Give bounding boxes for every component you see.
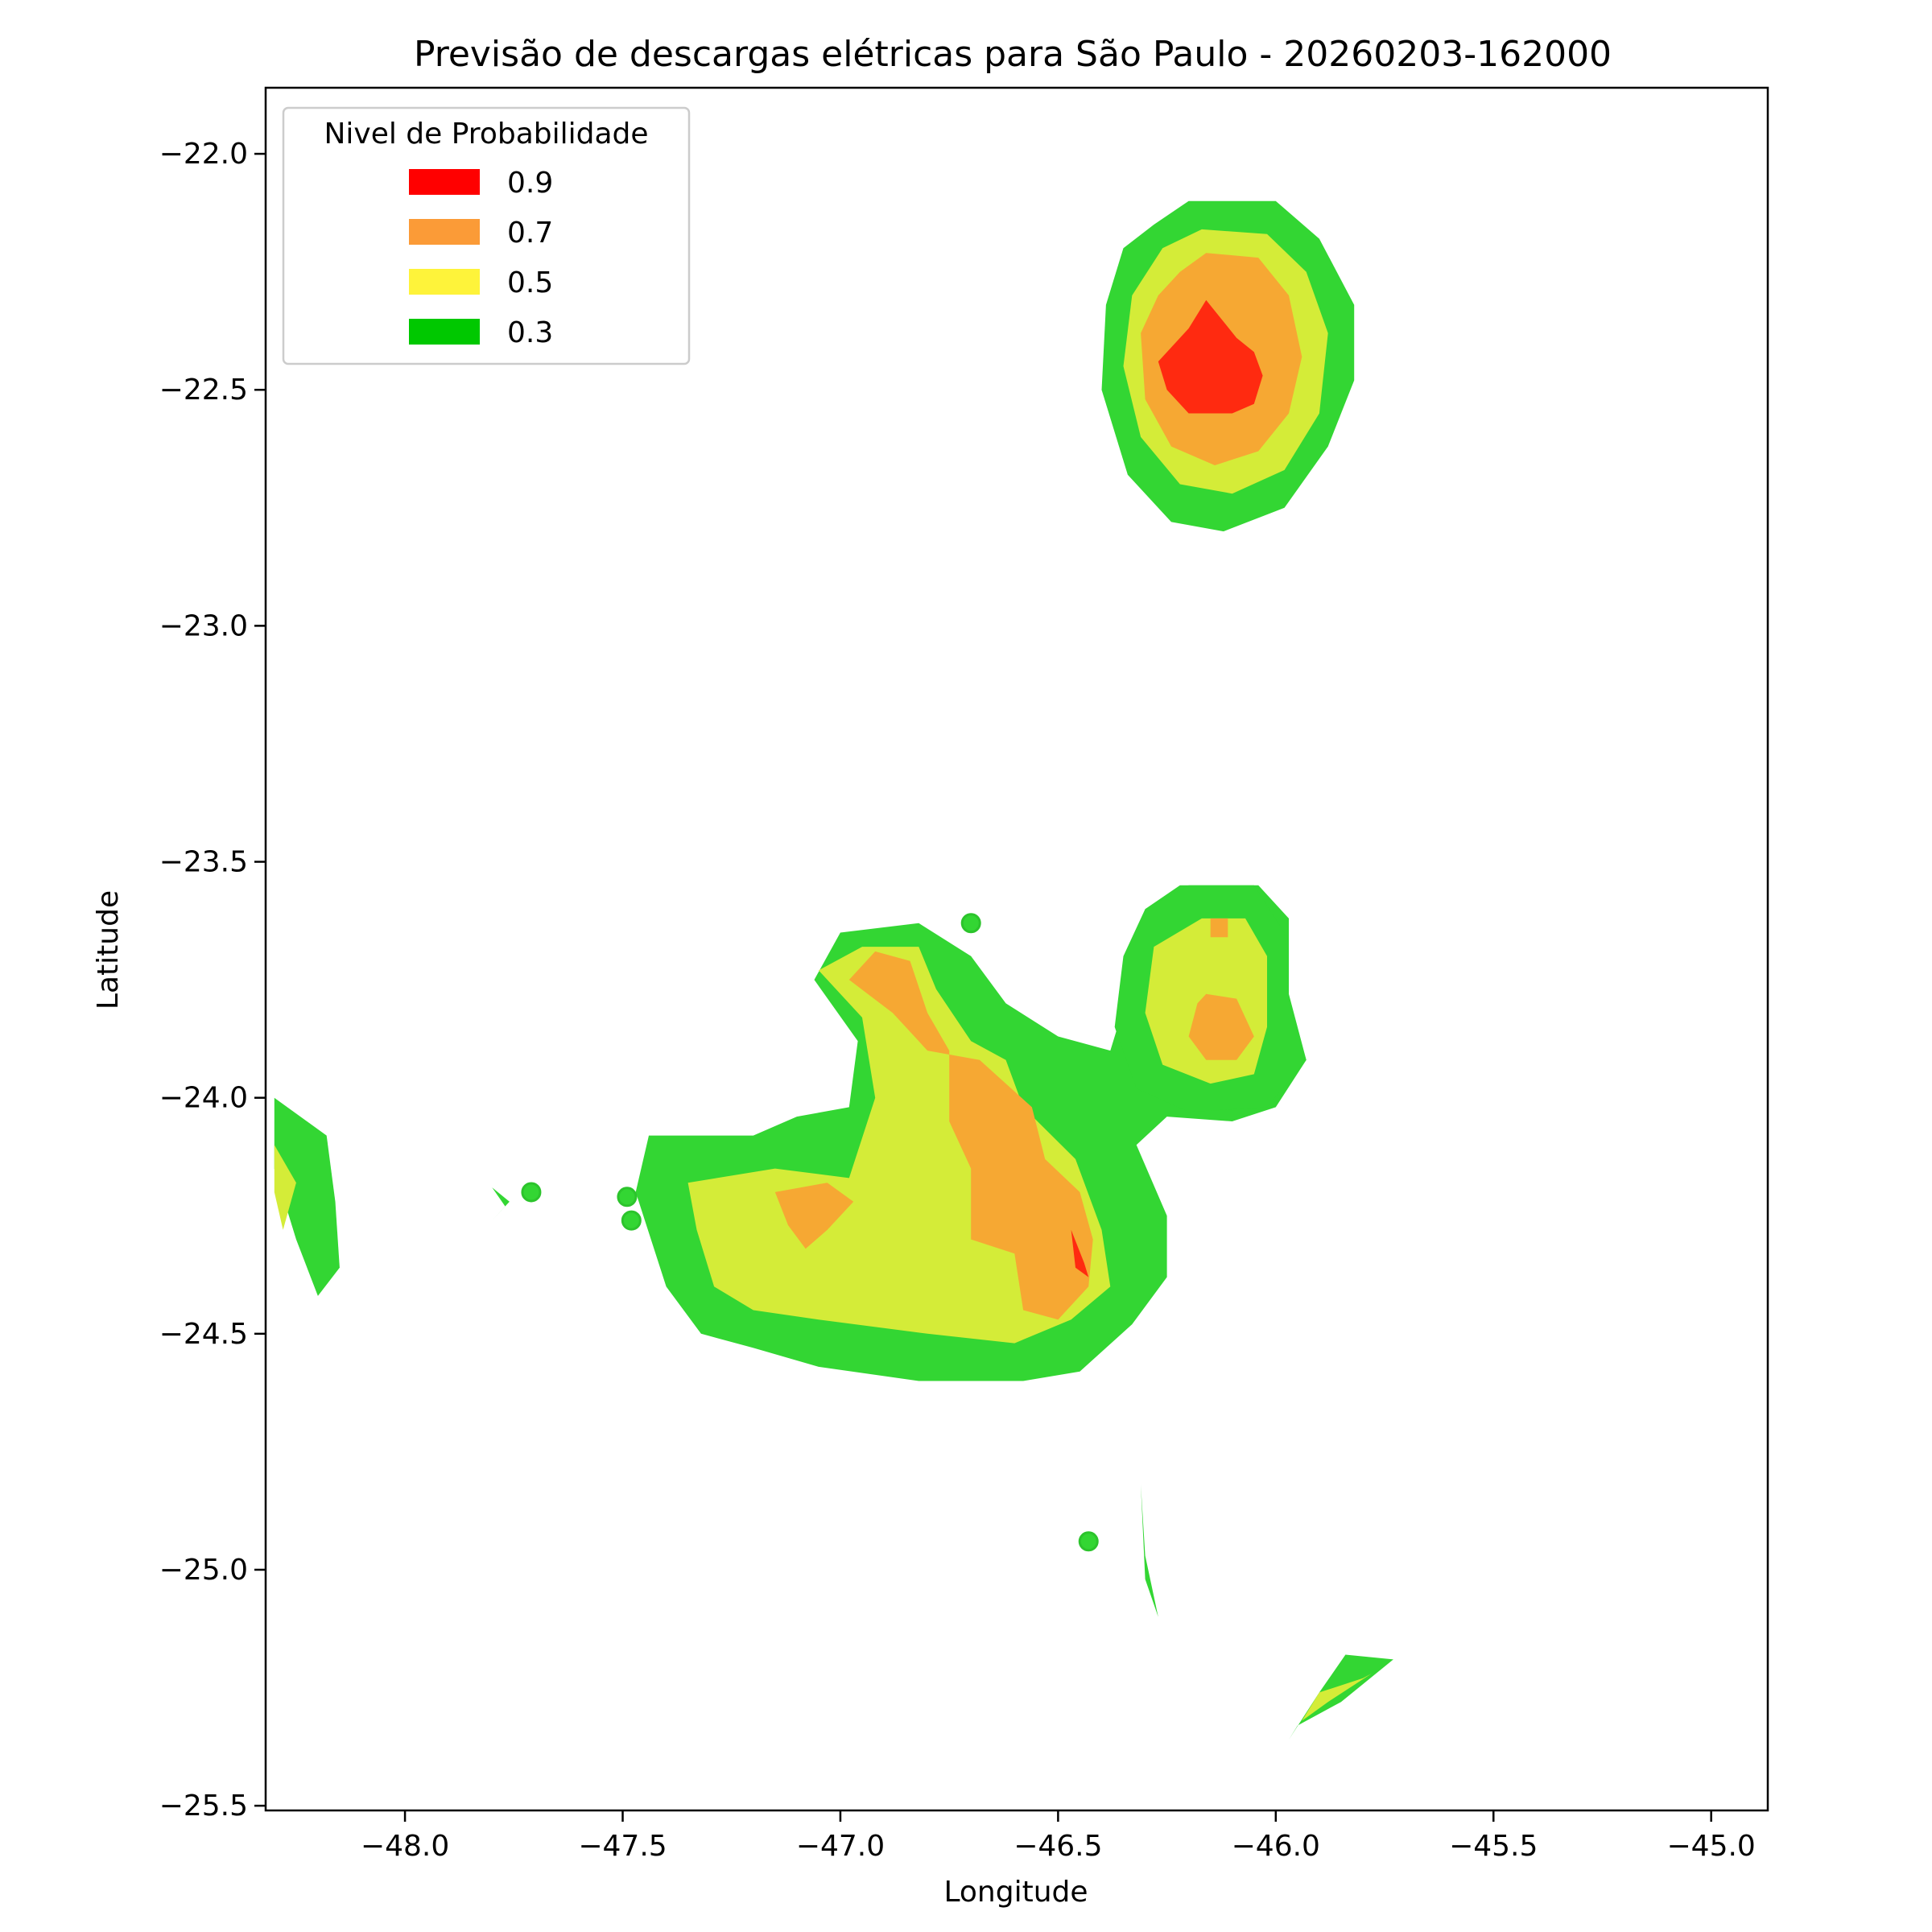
- contour-region-09-8: [1071, 1229, 1089, 1278]
- x-tick-label: −45.0: [1667, 1830, 1756, 1863]
- legend-swatch-03: [409, 319, 480, 345]
- legend-label-07: 0.7: [507, 217, 553, 250]
- y-tick-label: −23.5: [159, 846, 248, 879]
- y-tick-label: −24.0: [159, 1082, 248, 1115]
- y-tick-label: −23.0: [159, 609, 248, 642]
- x-tick-label: −46.5: [1013, 1830, 1102, 1863]
- legend-box: [282, 106, 691, 365]
- legend-label-05: 0.5: [507, 266, 553, 299]
- x-axis-label: Longitude: [943, 1876, 1088, 1909]
- y-tick-label: −22.0: [159, 138, 248, 171]
- y-axis-label: Latitude: [92, 890, 125, 1009]
- contour-region-03-17: [1141, 1484, 1158, 1617]
- x-axis: −48.0 −47.5 −47.0 −46.5 −46.0 −45.5 −45.0: [361, 1810, 1756, 1863]
- legend-swatch-09: [409, 169, 480, 195]
- contour-layer: [274, 200, 1393, 1740]
- legend-label-03: 0.3: [507, 316, 553, 349]
- x-tick-label: −45.5: [1449, 1830, 1538, 1863]
- contour-region-05-14: [274, 1145, 296, 1230]
- legend-swatch-07: [409, 219, 480, 245]
- y-tick-label: −24.5: [159, 1318, 248, 1351]
- legend: Nivel de Probabilidade 0.9 0.7 0.5 0.3: [282, 106, 691, 365]
- legend-label-09: 0.9: [507, 167, 553, 200]
- x-tick-label: −47.5: [578, 1830, 667, 1863]
- contour-region-07-12: [1210, 918, 1228, 938]
- y-tick-label: −25.0: [159, 1554, 248, 1587]
- legend-title: Nivel de Probabilidade: [324, 118, 648, 151]
- y-axis: −22.0 −22.5 −23.0 −23.5 −24.0 −24.5 −25.0 −25.5: [159, 138, 266, 1823]
- y-tick-label: −22.5: [159, 374, 248, 407]
- probability-dot-0: [960, 913, 981, 934]
- contour-region-09-3: [1158, 299, 1263, 414]
- plot-frame: [264, 86, 1769, 1812]
- contour-region-03-13: [274, 1097, 340, 1296]
- contour-region-03-18: [492, 1187, 510, 1221]
- x-tick-label: −46.0: [1232, 1830, 1320, 1863]
- contour-region-07-6: [848, 951, 1093, 1320]
- probability-dot-3: [621, 1210, 642, 1231]
- legend-entries: 0.9 0.7 0.5 0.3: [409, 167, 553, 349]
- contour-region-07-11: [1188, 993, 1254, 1060]
- y-tick-label: −25.5: [159, 1790, 248, 1823]
- x-tick-label: −47.0: [796, 1830, 885, 1863]
- probability-dot-2: [617, 1187, 638, 1208]
- legend-swatch-05: [409, 269, 480, 295]
- chart-title: Previsão de descargas elétricas para São…: [414, 34, 1612, 75]
- probability-dot-1: [521, 1182, 542, 1203]
- probability-dot-4: [1078, 1531, 1099, 1552]
- x-tick-label: −48.0: [361, 1830, 449, 1863]
- contour-region-03-15: [1289, 1654, 1393, 1740]
- contour-region-07-7: [774, 1183, 854, 1249]
